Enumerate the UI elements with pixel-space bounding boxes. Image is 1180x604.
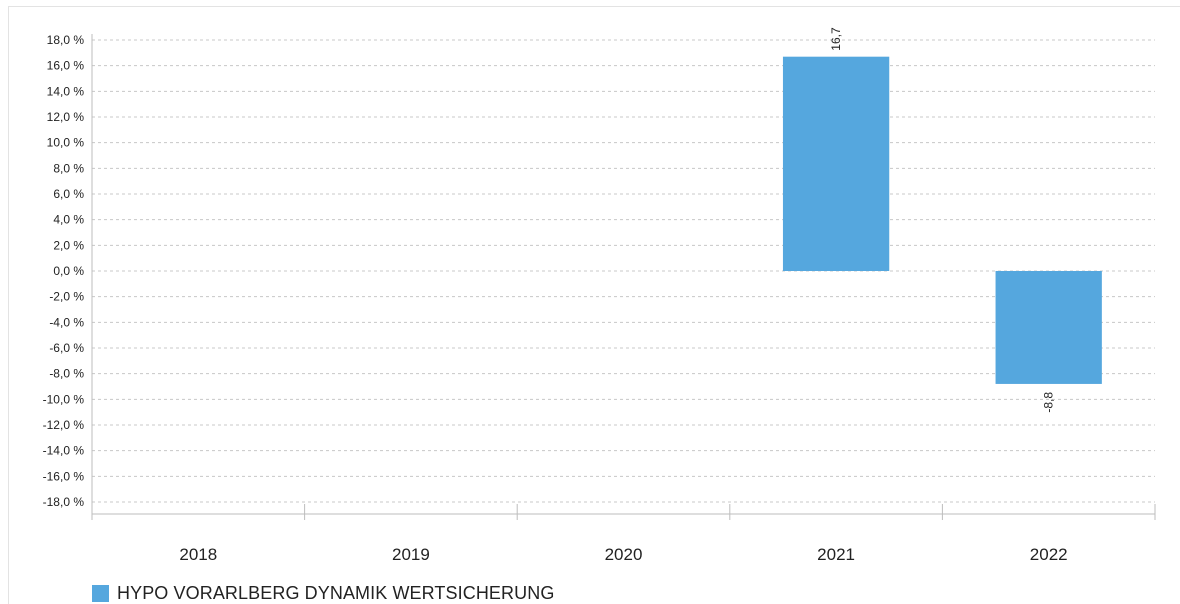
chart-frame — [8, 6, 1180, 604]
x-tick-label: 2018 — [179, 545, 217, 564]
y-tick-label: -18,0 % — [43, 495, 85, 509]
y-tick-label: 10,0 % — [47, 136, 85, 150]
x-tick-label: 2019 — [392, 545, 430, 564]
y-tick-label: 6,0 % — [53, 187, 84, 201]
y-tick-label: 16,0 % — [47, 59, 85, 73]
legend-label: HYPO VORARLBERG DYNAMIK WERTSICHERUNG — [117, 582, 555, 603]
legend: HYPO VORARLBERG DYNAMIK WERTSICHERUNG — [92, 582, 554, 604]
y-tick-label: -8,0 % — [49, 367, 84, 381]
x-tick-label: 2021 — [817, 545, 855, 564]
data-label-2021: 16,7 — [829, 27, 843, 51]
y-tick-label: -10,0 % — [43, 392, 85, 406]
y-tick-label: 14,0 % — [47, 84, 85, 98]
y-tick-label: 0,0 % — [53, 264, 84, 278]
y-tick-label: 4,0 % — [53, 213, 84, 227]
x-tick-label: 2020 — [605, 545, 643, 564]
bar-chart: 18,0 % 16,0 % 14,0 % 12,0 % 10,0 % 8,0 % 6,0 %… — [43, 27, 1156, 564]
bar-2021 — [782, 56, 890, 271]
y-tick-label: -6,0 % — [49, 341, 84, 355]
legend-swatch — [92, 584, 109, 602]
y-tick-label: 12,0 % — [47, 110, 85, 124]
y-tick-label: -16,0 % — [43, 469, 85, 483]
y-tick-label: -14,0 % — [43, 444, 85, 458]
y-tick-label: -4,0 % — [49, 315, 84, 329]
y-tick-label: 18,0 % — [47, 33, 85, 47]
y-tick-label: -12,0 % — [43, 418, 85, 432]
data-label-2022: -8,8 — [1042, 392, 1056, 413]
x-tick-label: 2022 — [1030, 545, 1068, 564]
y-tick-label: 2,0 % — [53, 238, 84, 252]
bar-2022 — [995, 271, 1102, 384]
y-tick-label: 8,0 % — [53, 161, 84, 175]
y-tick-label: -2,0 % — [49, 290, 84, 304]
